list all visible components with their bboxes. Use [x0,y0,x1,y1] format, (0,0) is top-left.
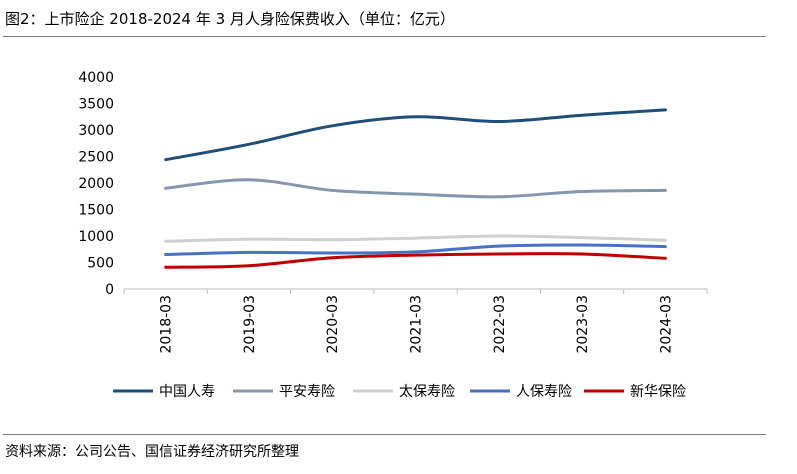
x-tick-label: 2021-03 [409,295,425,354]
series-line [164,108,667,162]
x-tick-label: 2024-03 [658,295,674,354]
x-tick-label: 2020-03 [325,295,341,354]
y-tick-label: 4000 [78,70,114,86]
title-divider [3,36,766,37]
series-line [164,178,667,199]
x-tick-label: 2018-03 [159,295,175,354]
legend-label: 人保寿险 [516,383,572,400]
y-tick-label: 1000 [78,229,114,245]
source-divider [3,434,766,435]
legend-label: 平安寿险 [279,383,335,400]
y-axis-ticks: 0 500 1000 1500 2000 2500 3000 3500 4000 [78,70,114,298]
x-tick-label: 2022-03 [492,295,508,354]
legend-label: 中国人寿 [159,383,215,400]
source-note: 资料来源：公司公告、国信证券经济研究所整理 [5,444,299,460]
y-tick-label: 2000 [78,176,114,192]
y-tick-label: 1500 [78,203,114,219]
series-line [164,234,667,243]
y-tick-label: 0 [105,282,114,298]
legend: 中国人寿 平安寿险 太保寿险 人保寿险 新华保险 [113,383,686,400]
x-tick-label: 2023-03 [575,295,591,354]
series-line [164,243,667,257]
y-tick-label: 3000 [78,123,114,139]
y-tick-label: 500 [87,256,114,272]
x-tick-label: 2019-03 [242,295,258,354]
page-title: 图2：上市险企 2018-2024 年 3 月人身险保费收入（单位：亿元） [5,10,455,28]
legend-label: 太保寿险 [399,383,455,400]
series-line [164,252,667,269]
series-lines [164,108,667,269]
y-tick-label: 2500 [78,150,114,166]
legend-label: 新华保险 [630,384,686,400]
y-tick-label: 3500 [78,97,114,113]
x-axis-ticks: 2018-03 2019-03 2020-03 2021-03 2022-03 2023-… [123,289,708,354]
